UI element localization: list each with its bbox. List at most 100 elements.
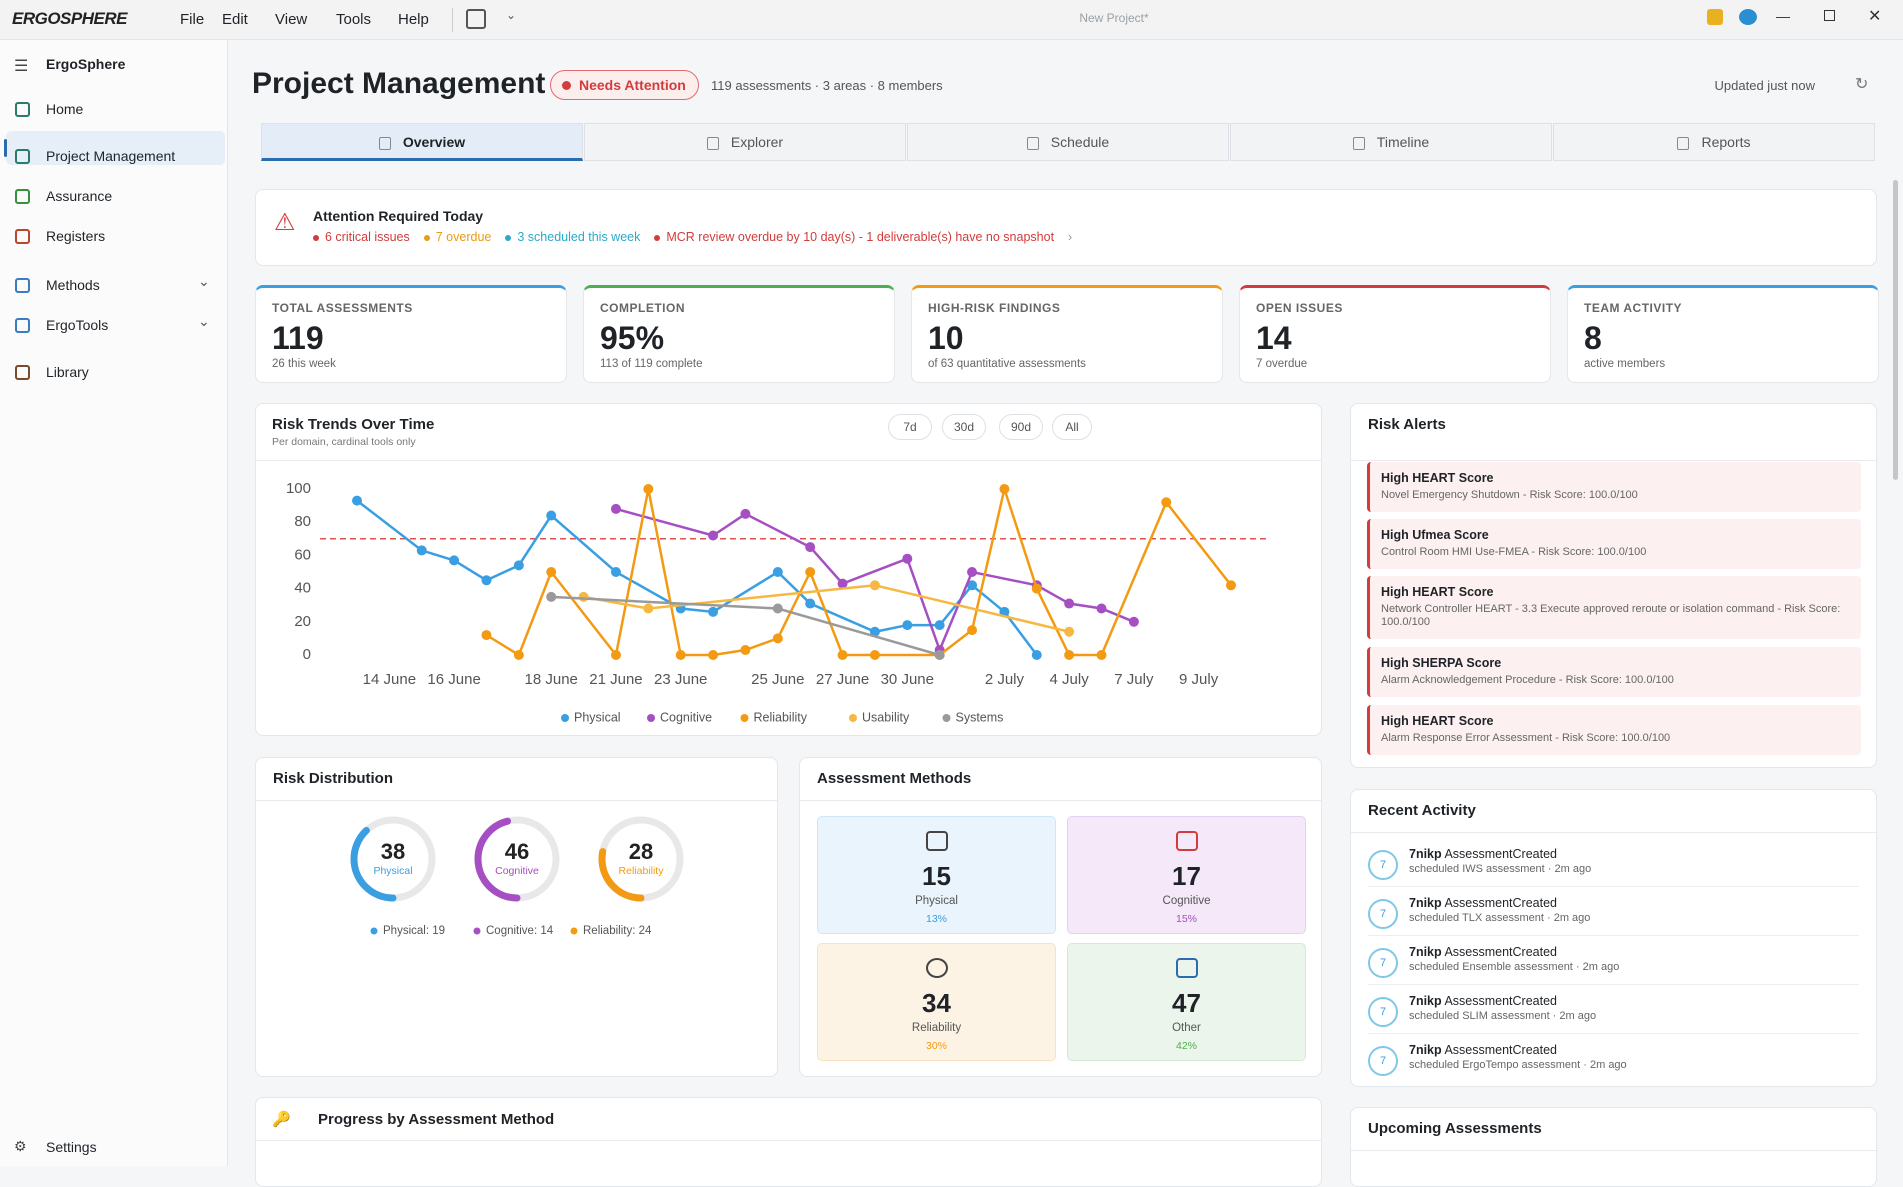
tile-label: Reliability [911,1022,962,1034]
method-tile[interactable]: 47 Other 42% [1067,943,1306,1061]
tile-value: 15 [922,861,951,891]
data-point [449,555,460,566]
chat[interactable] [1739,9,1757,25]
alert-detail: Control Room HMI Use-FMEA - Risk Score: … [1381,546,1647,558]
activity-line: 7nikp AssessmentCreated [1409,1043,1557,1057]
tile-label: Other [1172,1022,1201,1034]
kpi-value: 14 [1256,320,1292,356]
x-tick-label: 7 July [1114,671,1154,688]
attention-item[interactable]: MCR review overdue by 10 day(s) - 1 deli… [654,230,1054,244]
alert-title: High HEART Score [1381,714,1494,728]
tab[interactable]: Reports [1553,123,1875,161]
x-tick-label: 21 June [589,671,642,688]
alert-item[interactable]: High Ufmea Score Control Room HMI Use-FME… [1367,519,1861,569]
tab[interactable]: Overview [261,123,583,161]
warning-icon: ⚠ [274,209,296,236]
method-tile[interactable]: 17 Cognitive 15% [1067,816,1306,934]
recent-activity-card: Recent Activity 7 7nikp AssessmentCreated s… [1350,789,1877,1087]
legend-swatch [561,714,569,722]
nav-item[interactable]: Home [46,101,84,117]
refresh-button[interactable]: ↻ [1855,76,1869,93]
alert-title: High HEART Score [1381,471,1494,485]
activity-line: 7nikp AssessmentCreated [1409,945,1557,959]
tile-share: 42% [1175,1040,1197,1052]
menu-item[interactable]: Edit [222,11,248,28]
tab-icon [706,136,719,150]
minimize[interactable]: — [1776,8,1790,24]
legend-label: Cognitive [660,710,712,724]
nav-item[interactable]: ErgoTools [46,317,109,333]
menu-item[interactable]: Tools [336,11,372,28]
save-button[interactable] [466,9,486,29]
settings[interactable]: Settings [46,1139,97,1155]
x-tick-label: 14 June [363,671,416,688]
tab[interactable]: Explorer [584,123,906,161]
activity-action: AssessmentCreated [1444,994,1558,1008]
kpi-card: HIGH-RISK FINDINGS 10 of 63 quantitative a… [911,285,1223,383]
divider [256,460,1321,461]
series-line [356,499,1038,656]
data-point [643,603,654,614]
attention-item[interactable]: 3 scheduled this week [505,230,640,244]
scrollbar[interactable] [1893,180,1898,480]
y-tick-label: 40 [294,580,311,597]
kpi-label: OPEN ISSUES [1256,301,1343,315]
logo[interactable]: ERGOSPHERE [12,9,127,28]
nav-item[interactable]: Library [46,364,89,380]
alert-item[interactable]: High HEART Score Novel Emergency Shutdown… [1367,462,1861,512]
data-point [610,567,621,577]
nav-item[interactable]: Registers [46,228,106,244]
alert-title: High SHERPA Score [1381,656,1502,670]
data-point [1096,650,1107,660]
alert-detail: Alarm Acknowledgement Procedure - Risk S… [1381,674,1674,686]
attention-item[interactable]: 7 overdue [423,230,491,244]
expand-chevron[interactable]: ⌄ [198,273,210,289]
range-button[interactable]: All [1052,414,1092,440]
range-button[interactable]: 30d [942,414,986,440]
expand-chevron[interactable]: ⌄ [198,313,210,329]
menu-item[interactable]: Help [398,11,429,28]
maximize[interactable] [1824,10,1835,21]
data-point [740,508,751,519]
alert-item[interactable]: High SHERPA Score Alarm Acknowledgement P… [1367,647,1861,697]
range-button[interactable]: 90d [999,414,1043,440]
kpi-card: COMPLETION 95% 113 of 119 complete [583,285,895,383]
attention-card: ⚠ Attention Required Today 6 critical issu… [255,189,1877,266]
separator [452,8,453,32]
tab[interactable]: Schedule [907,123,1229,161]
data-point [708,606,719,617]
divider [1368,935,1859,936]
nav-item[interactable]: Project Management [46,148,176,164]
range-button[interactable]: 7d [888,414,932,440]
method-tile[interactable]: 34 Reliability 30% [817,943,1056,1061]
nav-item[interactable]: Methods [46,277,100,293]
method-tile[interactable]: 15 Physical 13% [817,816,1056,934]
active-indicator [6,131,225,165]
tab[interactable]: Timeline [1230,123,1552,161]
activity-line: 7nikp AssessmentCreated [1409,847,1557,861]
data-point [805,542,816,553]
dropdown-button[interactable]: ⌄ [506,8,517,22]
close[interactable]: ✕ [1868,8,1882,25]
activity-user: 7nikp [1409,896,1442,910]
data-point [1128,616,1139,627]
alert-item[interactable]: High HEART Score Network Controller HEART… [1367,576,1861,639]
kpi-label: COMPLETION [600,301,685,315]
divider [1351,460,1876,461]
x-tick-label: 23 June [654,671,707,688]
alert-title: High HEART Score [1381,585,1494,599]
data-point [1064,650,1075,660]
alert-item[interactable]: High HEART Score Alarm Response Error Ass… [1367,705,1861,755]
progress-card: 🔑 Progress by Assessment Method [255,1097,1322,1187]
menu-toggle[interactable]: ☰ [14,58,29,75]
activity-action: AssessmentCreated [1444,896,1558,910]
tab-icon [1026,136,1039,150]
nav-item[interactable]: Assurance [46,188,113,204]
risk-distribution-card: Risk Distribution 38 Physical Physical: 19 4… [255,757,778,1077]
notifications[interactable] [1707,9,1723,25]
menu-item[interactable]: View [275,11,308,28]
status-badge: Needs Attention [550,70,699,100]
attention-item[interactable]: 6 critical issues [313,230,410,244]
menu-item[interactable]: File [180,11,205,28]
data-point [481,575,492,586]
